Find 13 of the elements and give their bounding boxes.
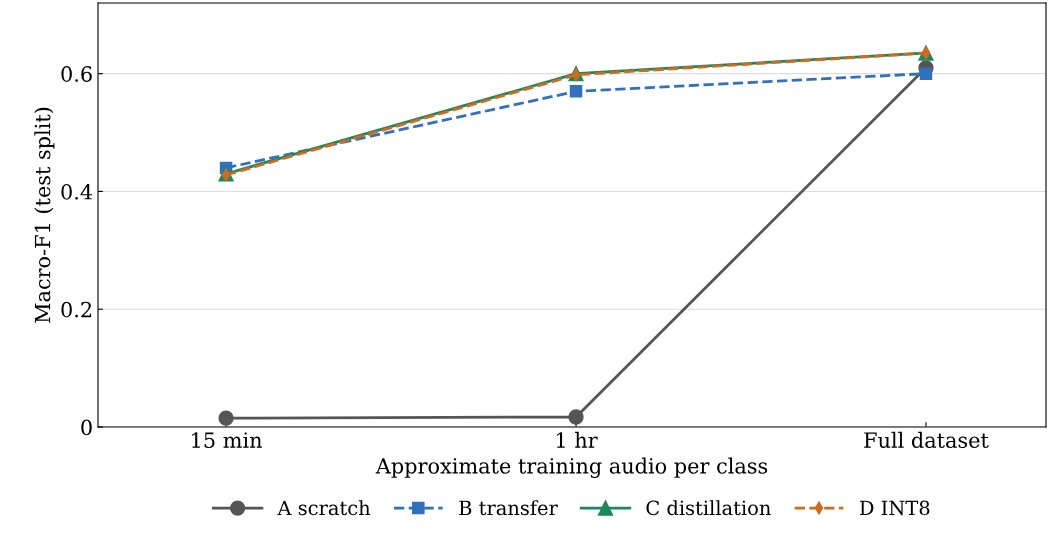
legend-label: D INT8 xyxy=(859,500,930,516)
legend-label: A scratch xyxy=(277,500,371,516)
x-tick-label: 1 hr xyxy=(556,431,598,448)
y-axis-title: Macro-F1 (test split) xyxy=(34,107,55,323)
x-axis-title: Approximate training audio per class xyxy=(375,457,768,479)
y-tick-label: 0.6 xyxy=(61,66,92,82)
x-tick-label: Full dataset xyxy=(864,431,989,448)
y-tick-label: 0 xyxy=(81,419,92,436)
x-tick-label: 15 min xyxy=(192,432,262,448)
y-tick-label: 0.2 xyxy=(61,301,92,318)
y-tick-label: 0.4 xyxy=(61,183,93,200)
legend-label: C distillation xyxy=(646,500,771,516)
legend-label: B transfer xyxy=(459,500,558,516)
